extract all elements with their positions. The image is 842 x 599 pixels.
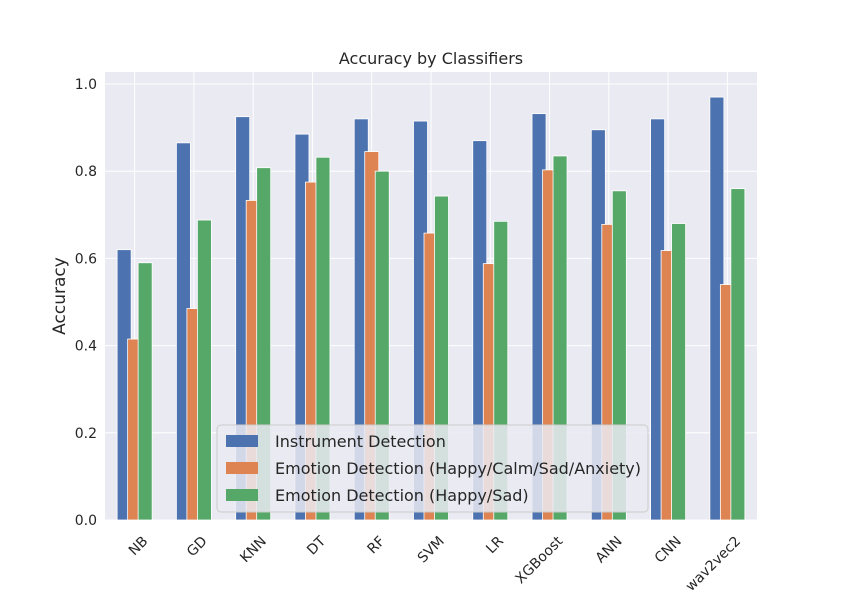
y-tick-label: 1.0 <box>75 77 97 93</box>
bar-nb-series-2 <box>137 262 153 521</box>
y-tick-label: 0.0 <box>75 513 97 529</box>
legend: Instrument Detection Emotion Detection (H… <box>216 424 649 513</box>
x-tick-label: KNN <box>237 533 270 566</box>
x-tick-label: wav2vec2 <box>683 533 744 594</box>
legend-swatch <box>226 489 258 501</box>
x-tick-label: DT <box>304 533 329 558</box>
x-tick-label: LR <box>483 533 507 557</box>
y-axis-label: Accuracy <box>50 257 70 335</box>
bar-gd-series-2 <box>197 219 212 521</box>
legend-swatch <box>226 462 258 474</box>
y-tick-label: 0.2 <box>75 426 97 442</box>
legend-swatch <box>226 435 258 447</box>
legend-label: Emotion Detection (Happy/Sad) <box>275 486 529 505</box>
chart-title: Accuracy by Classifiers <box>339 49 523 68</box>
x-tick-label: CNN <box>652 533 685 566</box>
y-axis-ticks: 0.0 0.2 0.4 0.6 0.8 1.0 <box>75 77 97 529</box>
x-tick-label: RF <box>365 533 389 557</box>
legend-label: Emotion Detection (Happy/Calm/Sad/Anxiet… <box>275 459 641 478</box>
y-tick-label: 0.6 <box>75 251 97 267</box>
y-tick-label: 0.8 <box>75 164 97 180</box>
x-tick-label: NB <box>126 533 152 559</box>
x-tick-label: XGBoost <box>513 533 567 587</box>
legend-label: Instrument Detection <box>275 432 446 451</box>
x-tick-label: ANN <box>593 533 626 566</box>
bar-wav2vec2-series-2 <box>730 188 746 521</box>
y-tick-label: 0.4 <box>75 339 97 355</box>
x-tick-label: SVM <box>415 533 448 566</box>
bar-cnn-series-2 <box>671 223 686 521</box>
x-tick-label: GD <box>184 533 211 560</box>
legend-box <box>216 424 649 513</box>
